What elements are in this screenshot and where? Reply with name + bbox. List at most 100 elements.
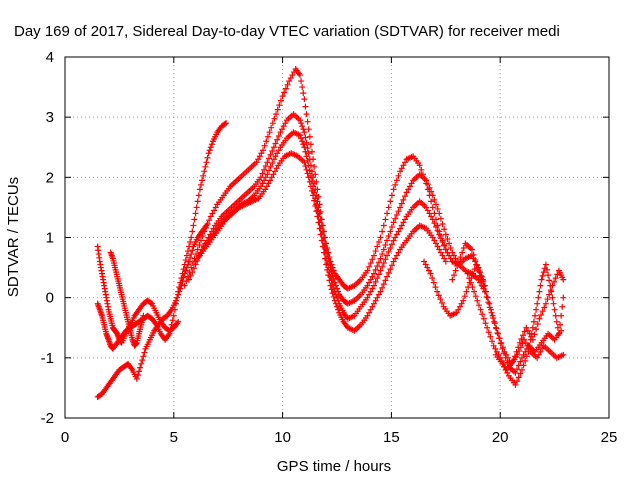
- data-point: [520, 362, 527, 369]
- data-point: [323, 246, 330, 253]
- data-point: [364, 294, 371, 301]
- data-point: [305, 174, 312, 181]
- data-point: [223, 120, 230, 127]
- data-point: [527, 336, 534, 343]
- data-point: [302, 148, 309, 155]
- data-point: [202, 224, 209, 231]
- data-point: [468, 246, 475, 253]
- data-point: [382, 242, 389, 249]
- data-point: [522, 357, 529, 364]
- data-point: [434, 227, 441, 234]
- data-point: [335, 306, 342, 313]
- data-point: [330, 293, 337, 300]
- data-point: [552, 275, 559, 282]
- data-point: [261, 177, 268, 184]
- data-point: [379, 251, 386, 258]
- data-point: [175, 291, 182, 298]
- data-point: [273, 165, 280, 172]
- data-point: [375, 271, 382, 278]
- data-point: [207, 144, 214, 151]
- data-point: [270, 144, 277, 151]
- data-point: [334, 294, 340, 301]
- data-point: [521, 328, 528, 335]
- data-point: [475, 267, 482, 274]
- data-point: [422, 261, 429, 268]
- data-point: [437, 215, 444, 222]
- data-point: [387, 245, 394, 252]
- data-point: [470, 251, 477, 258]
- data-point: [274, 136, 281, 143]
- data-point: [303, 166, 310, 173]
- data-point: [375, 259, 382, 266]
- data-point: [393, 211, 400, 218]
- data-point: [538, 276, 545, 283]
- data-point: [364, 282, 371, 289]
- data-point: [263, 138, 270, 145]
- data-point: [503, 351, 510, 358]
- data-point: [279, 93, 286, 100]
- data-point: [519, 340, 526, 347]
- data-point: [390, 258, 397, 265]
- data-point: [384, 210, 391, 217]
- data-point: [300, 90, 307, 97]
- data-point: [182, 267, 189, 274]
- data-point: [392, 234, 399, 241]
- data-point: [201, 168, 208, 175]
- data-point: [446, 240, 453, 247]
- data-point: [418, 166, 425, 173]
- data-point: [380, 281, 387, 288]
- data-point: [424, 181, 431, 188]
- data-point: [517, 358, 524, 365]
- data-point: [481, 282, 488, 289]
- y-tick-label: -1: [41, 350, 54, 367]
- data-point: [380, 222, 387, 229]
- data-point: [537, 348, 544, 355]
- data-point: [209, 210, 216, 217]
- data-point: [262, 163, 269, 170]
- data-point: [303, 139, 310, 146]
- data-point: [520, 332, 527, 339]
- data-point: [398, 200, 405, 207]
- data-point: [189, 269, 196, 276]
- data-point: [487, 333, 494, 340]
- data-point: [274, 150, 281, 157]
- data-point: [392, 181, 399, 188]
- data-point: [392, 255, 399, 262]
- data-point: [196, 242, 203, 249]
- data-point: [489, 338, 496, 345]
- data-point: [449, 276, 456, 283]
- data-point: [425, 267, 432, 274]
- data-point: [377, 234, 384, 241]
- data-point: [528, 330, 535, 337]
- data-point: [275, 147, 282, 154]
- data-point: [426, 184, 433, 191]
- data-point: [186, 276, 193, 283]
- data-point: [268, 124, 275, 131]
- data-point: [364, 267, 371, 274]
- data-point: [318, 237, 325, 244]
- data-point: [442, 231, 449, 238]
- data-point: [264, 133, 271, 140]
- data-point: [319, 228, 326, 235]
- data-point: [480, 283, 487, 290]
- data-point: [369, 285, 376, 292]
- data-point: [554, 324, 561, 331]
- data-point: [534, 320, 541, 327]
- data-point: [193, 204, 200, 211]
- series-5: [181, 66, 488, 292]
- data-point: [194, 198, 201, 205]
- data-point: [402, 159, 408, 166]
- data-point: [194, 255, 201, 262]
- data-point: [206, 217, 213, 224]
- data-point: [317, 216, 324, 223]
- data-point: [397, 204, 404, 211]
- data-point: [431, 196, 438, 203]
- data-point: [518, 354, 525, 361]
- data-point: [427, 270, 434, 277]
- data-point: [423, 204, 430, 211]
- data-point: [274, 106, 281, 113]
- data-point: [529, 324, 536, 331]
- data-point: [377, 267, 384, 274]
- y-axis-label: SDTVAR / TECUs: [5, 177, 22, 297]
